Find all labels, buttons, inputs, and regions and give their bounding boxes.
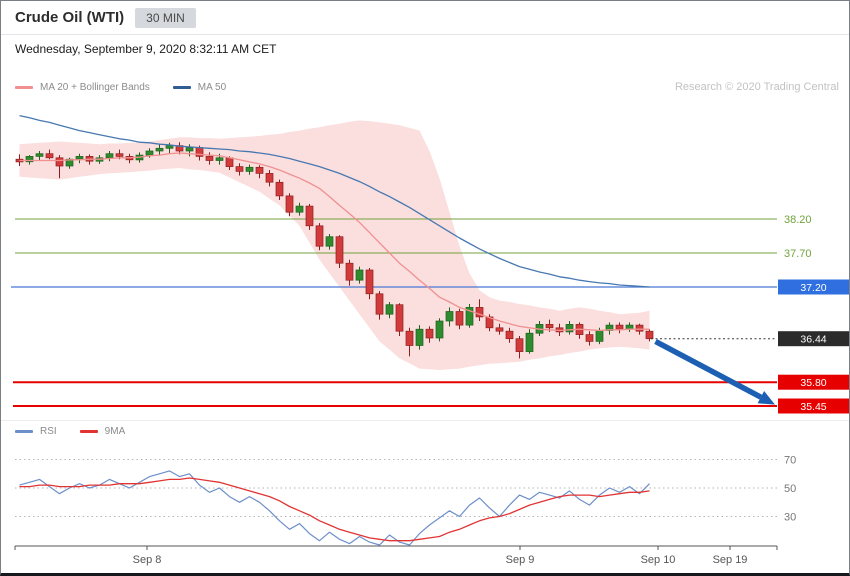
rsi-level-label: 70 xyxy=(784,455,796,467)
support-level-label-box xyxy=(778,398,849,414)
ma20-legend-swatch xyxy=(15,86,33,89)
candle-body xyxy=(525,332,534,352)
candle-body xyxy=(465,307,474,326)
x-axis-label: Sep 9 xyxy=(506,554,535,566)
ma50-legend-label: MA 50 xyxy=(197,82,227,93)
candle-body xyxy=(55,157,64,167)
candle-body xyxy=(25,156,34,163)
bollinger-band-area xyxy=(19,120,650,371)
candle-body xyxy=(585,334,594,342)
candle-body xyxy=(275,181,284,197)
candle-body xyxy=(105,153,114,159)
candle-body xyxy=(445,311,454,322)
candle-body xyxy=(75,156,84,160)
rsi-ma-legend-swatch xyxy=(79,430,98,433)
timeframe-badge: 30 MIN xyxy=(135,7,196,28)
candle-body xyxy=(395,304,404,332)
candle-body xyxy=(345,262,354,281)
support-level-label: 35.80 xyxy=(800,377,826,389)
rsi-legend-label: RSI xyxy=(40,426,57,437)
candle-body xyxy=(225,157,234,167)
resistance-level-label: 37.70 xyxy=(784,248,812,260)
candle-body xyxy=(645,330,654,340)
candle-body xyxy=(455,311,464,326)
candle-body xyxy=(375,293,384,315)
candle-body xyxy=(285,195,294,213)
candle-body xyxy=(425,328,434,339)
header-bar: Crude Oil (WTI) 30 MIN xyxy=(1,1,849,35)
candle-body xyxy=(385,304,394,315)
candle-body xyxy=(565,324,574,333)
x-axis-label: Sep 8 xyxy=(133,554,162,566)
panel-divider xyxy=(1,420,849,421)
candle-body xyxy=(475,307,484,318)
support-level-label-box xyxy=(778,374,849,390)
x-axis-label: Sep 10 xyxy=(641,554,676,566)
candle-body xyxy=(165,145,174,149)
candle-body xyxy=(545,324,554,329)
candle-body xyxy=(405,330,414,346)
candle-body xyxy=(295,205,304,213)
last-price-label: 36.44 xyxy=(800,334,826,346)
ma20-line xyxy=(19,152,650,332)
last-price-label-box xyxy=(778,331,849,347)
ma50-legend-swatch xyxy=(172,86,191,89)
rsi-line xyxy=(19,470,650,546)
x-axis-label: Sep 19 xyxy=(713,554,748,566)
candle-body xyxy=(635,324,644,332)
main-chart-legend: MA 20 + Bollinger Bands MA 50 xyxy=(15,82,226,93)
candle-body xyxy=(495,327,504,332)
candle-body xyxy=(215,157,224,161)
candle-body xyxy=(235,166,244,172)
candle-body xyxy=(205,156,214,161)
candle-body xyxy=(245,166,254,172)
candle-body xyxy=(325,236,334,247)
candle-body xyxy=(415,328,424,346)
projection-arrow-line xyxy=(654,338,763,400)
candle-body xyxy=(335,236,344,264)
research-credit: Research © 2020 Trading Central xyxy=(674,81,839,93)
pivot-level-label: 37.20 xyxy=(800,282,826,294)
candle-body xyxy=(615,324,624,330)
instrument-title: Crude Oil (WTI) xyxy=(15,9,125,26)
candle-body xyxy=(145,150,154,156)
pivot-level-label-box xyxy=(778,279,849,295)
rsi-ma-legend-label: 9MA xyxy=(104,426,126,437)
candle-body xyxy=(595,330,604,342)
candle-body xyxy=(505,330,514,340)
ma20-legend-label: MA 20 + Bollinger Bands xyxy=(40,82,150,93)
rsi-level-label: 50 xyxy=(784,483,796,495)
candle-body xyxy=(255,166,264,174)
candle-body xyxy=(605,324,614,331)
rsi-legend-swatch xyxy=(15,430,33,433)
rsi-legend: RSI 9MA xyxy=(15,426,125,437)
rsi-level-label: 30 xyxy=(784,512,796,524)
ma50-line xyxy=(19,114,650,288)
candle-body xyxy=(155,147,164,152)
chart-datetime: Wednesday, September 9, 2020 8:32:11 AM … xyxy=(15,42,277,56)
candle-body xyxy=(315,225,324,247)
candle-body xyxy=(355,269,364,281)
resistance-level-label: 38.20 xyxy=(784,214,812,226)
candle-body xyxy=(115,153,124,157)
support-level-label: 35.45 xyxy=(800,401,826,413)
candle-body xyxy=(485,316,494,329)
candle-body xyxy=(365,269,374,295)
candle-body xyxy=(305,205,314,227)
candle-body xyxy=(35,153,44,157)
candle-body xyxy=(265,173,274,183)
candle-body xyxy=(185,147,194,152)
candle-body xyxy=(45,153,54,159)
candle-body xyxy=(515,338,524,352)
rsi-ma9-line xyxy=(19,477,650,542)
candle-body xyxy=(435,320,444,339)
projection-arrow-head xyxy=(757,391,775,405)
